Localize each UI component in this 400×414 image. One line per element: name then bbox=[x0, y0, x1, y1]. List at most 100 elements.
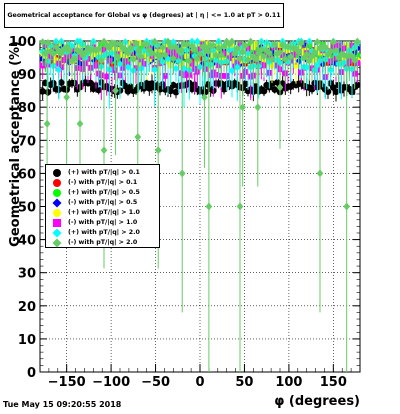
point-8 bbox=[260, 52, 268, 61]
point-1 bbox=[167, 87, 174, 95]
point-8 bbox=[164, 37, 172, 46]
point-8 bbox=[335, 53, 342, 62]
point-8 bbox=[148, 49, 156, 58]
x-tick-label: 50 bbox=[235, 375, 253, 390]
point-8 bbox=[167, 43, 174, 52]
point-8 bbox=[351, 56, 358, 65]
legend-marker bbox=[53, 179, 61, 187]
point-8-outlier bbox=[154, 146, 162, 155]
point-1 bbox=[87, 79, 94, 87]
point-8-outlier bbox=[316, 169, 324, 178]
point-8 bbox=[250, 52, 257, 61]
point-8 bbox=[66, 46, 73, 55]
y-tick-label: 50 bbox=[18, 201, 36, 216]
point-8 bbox=[170, 54, 177, 63]
point-7 bbox=[228, 66, 236, 75]
point-8 bbox=[279, 41, 286, 50]
point-8-outlier bbox=[112, 86, 119, 95]
point-8 bbox=[287, 52, 294, 61]
legend-entry: (+) with pT/|q| > 0.5 bbox=[46, 188, 159, 198]
legend-entry: (+) with pT/|q| > 0.1 bbox=[46, 168, 159, 178]
y-tick-label: 40 bbox=[18, 234, 36, 249]
point-1 bbox=[172, 88, 180, 96]
point-7 bbox=[234, 63, 241, 72]
legend-marker bbox=[52, 228, 62, 238]
point-8 bbox=[263, 46, 270, 55]
point-8 bbox=[135, 46, 142, 55]
legend-marker bbox=[53, 169, 61, 177]
point-8 bbox=[194, 54, 201, 63]
point-8-outlier bbox=[239, 103, 246, 112]
point-1 bbox=[202, 88, 209, 96]
legend-entry: (-) with pT/|q| > 1.0 bbox=[46, 218, 159, 228]
point-8 bbox=[52, 42, 60, 51]
point-1 bbox=[143, 80, 150, 87]
legend-entry: (-) with pT/|q| > 2.0 bbox=[46, 238, 159, 248]
point-1 bbox=[324, 88, 332, 96]
legend-label: (-) with pT/|q| > 2.0 bbox=[68, 239, 138, 246]
legend-entry: (+) with pT/|q| > 1.0 bbox=[46, 208, 159, 218]
point-8-outlier bbox=[236, 202, 244, 211]
point-8-outlier bbox=[276, 83, 284, 92]
point-8 bbox=[44, 39, 52, 48]
y-tick-label: 90 bbox=[18, 68, 36, 83]
point-8 bbox=[284, 42, 292, 51]
legend-marker bbox=[52, 238, 62, 248]
y-tick-label: 0 bbox=[27, 366, 36, 381]
legend-entry: (-) with pT/|q| > 0.1 bbox=[46, 178, 159, 188]
point-7 bbox=[172, 64, 180, 73]
point-7 bbox=[116, 60, 124, 69]
point-1 bbox=[58, 79, 65, 86]
point-8 bbox=[314, 38, 321, 47]
point-8 bbox=[242, 41, 249, 50]
y-tick-label: 80 bbox=[18, 101, 36, 116]
point-5 bbox=[292, 62, 300, 69]
point-8 bbox=[159, 43, 166, 52]
point-8-outlier bbox=[43, 119, 51, 128]
point-8 bbox=[124, 48, 132, 57]
point-8 bbox=[183, 40, 190, 49]
point-1 bbox=[95, 86, 102, 94]
point-8 bbox=[271, 40, 278, 49]
point-1 bbox=[332, 88, 340, 96]
x-tick-label: −100 bbox=[92, 375, 130, 390]
legend-marker bbox=[53, 209, 61, 217]
legend-label: (-) with pT/|q| > 1.0 bbox=[68, 219, 138, 226]
chart-title: Geometrical acceptance for Global vs φ (… bbox=[7, 12, 281, 19]
point-8-outlier bbox=[205, 202, 213, 211]
legend-label: (-) with pT/|q| > 0.1 bbox=[68, 179, 138, 186]
point-8-outlier bbox=[343, 202, 350, 211]
y-tick-label: 100 bbox=[9, 35, 36, 50]
x-tick-label: 100 bbox=[275, 375, 302, 390]
point-8-outlier bbox=[254, 103, 262, 112]
point-8-outlier bbox=[100, 146, 108, 155]
point-7 bbox=[151, 65, 158, 74]
point-8 bbox=[266, 48, 273, 57]
point-8 bbox=[204, 47, 212, 56]
legend-marker bbox=[53, 189, 61, 197]
point-8 bbox=[138, 52, 145, 61]
x-axis-title: φ (degrees) bbox=[274, 394, 360, 409]
point-8 bbox=[327, 47, 334, 56]
point-8 bbox=[234, 44, 241, 53]
legend-label: (+) with pT/|q| > 0.1 bbox=[68, 169, 140, 176]
y-tick-label: 30 bbox=[18, 267, 36, 282]
y-tick-label: 20 bbox=[18, 300, 36, 315]
point-8 bbox=[226, 40, 233, 49]
point-8 bbox=[298, 39, 305, 48]
legend-marker bbox=[52, 198, 62, 208]
point-8 bbox=[95, 45, 102, 54]
point-8 bbox=[202, 42, 209, 51]
point-7 bbox=[124, 63, 132, 72]
point-1 bbox=[44, 88, 52, 96]
x-tick-label: 150 bbox=[320, 375, 347, 390]
point-7 bbox=[170, 38, 177, 47]
point-8 bbox=[154, 50, 161, 59]
point-8 bbox=[178, 46, 185, 55]
x-tick-label: 0 bbox=[195, 375, 204, 390]
point-8 bbox=[215, 44, 222, 53]
point-8 bbox=[218, 51, 225, 60]
point-8 bbox=[295, 48, 302, 57]
legend-marker bbox=[53, 219, 61, 227]
